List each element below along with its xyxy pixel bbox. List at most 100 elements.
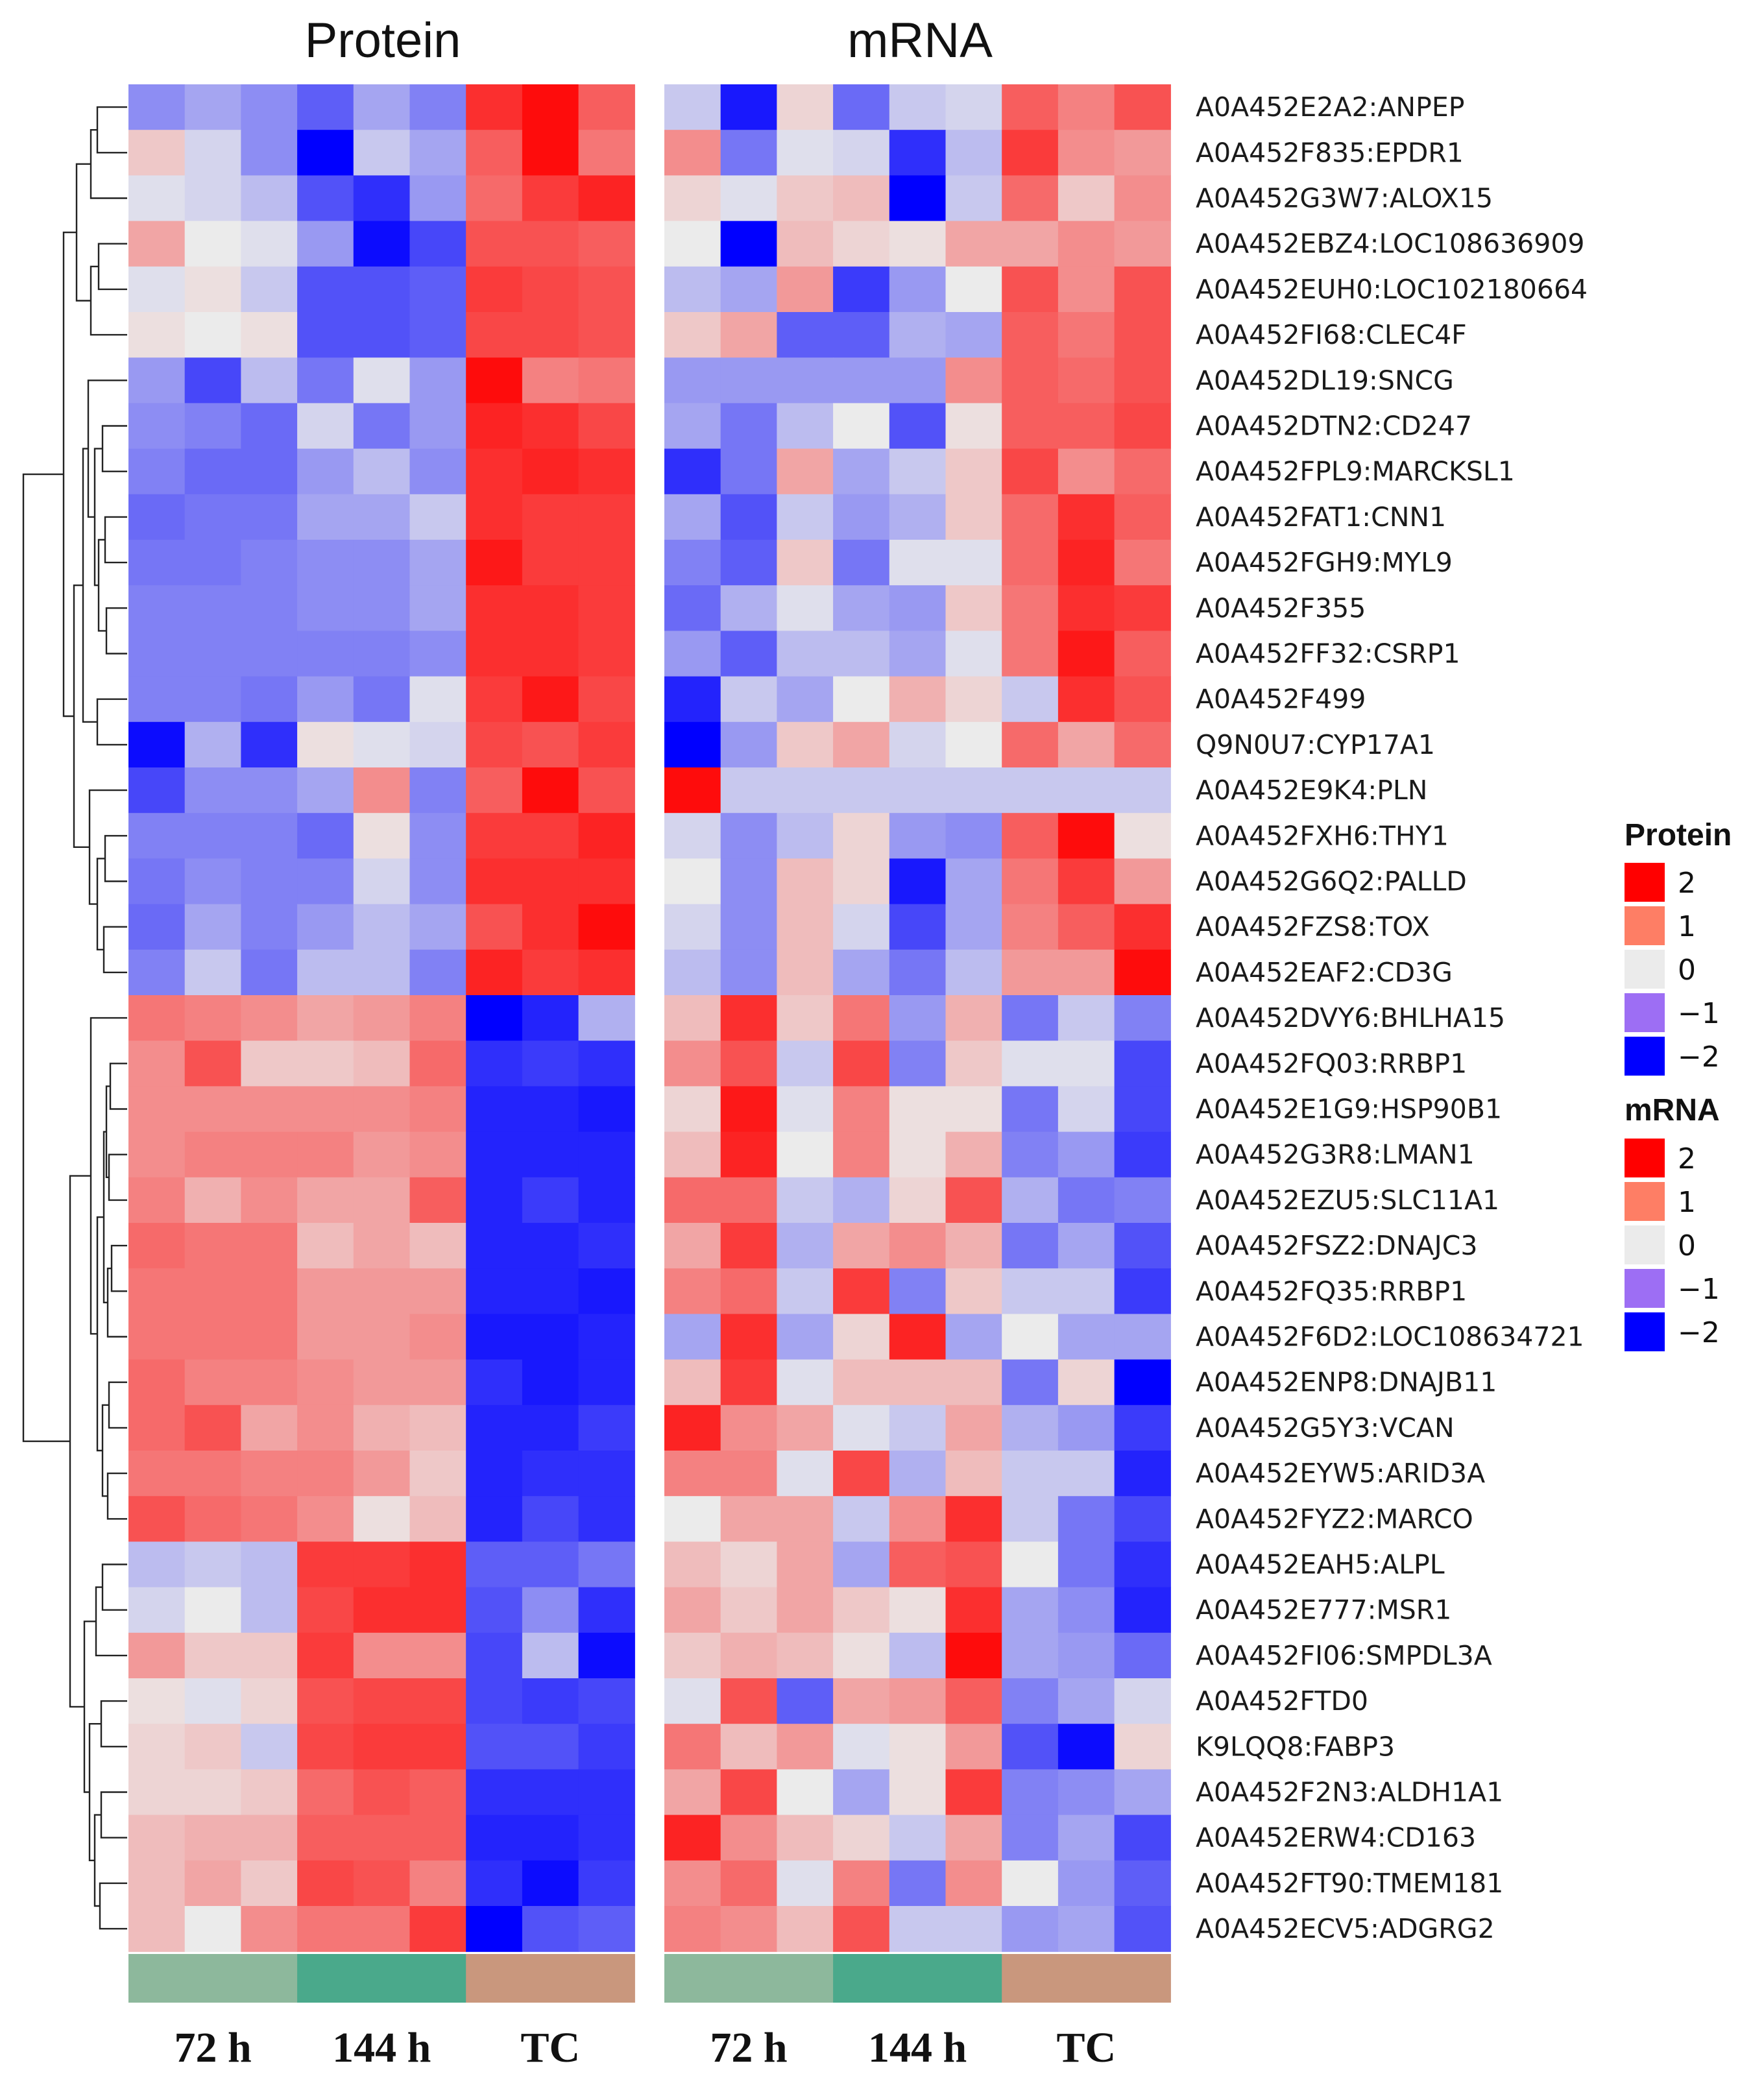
- mrna-cell: [1057, 540, 1115, 586]
- mrna-cell: [1114, 949, 1171, 996]
- protein-cell: [409, 494, 466, 540]
- protein-cell: [241, 448, 298, 495]
- protein-cell: [297, 1131, 354, 1178]
- row-label: A0A452G3R8:LMAN1: [1196, 1139, 1475, 1170]
- mrna-cell: [833, 1177, 890, 1224]
- protein-cell: [522, 1359, 579, 1406]
- protein-cell: [522, 1131, 579, 1178]
- protein-cell: [128, 631, 186, 677]
- mrna-cell: [889, 1223, 947, 1269]
- mrna-cell: [1114, 1041, 1171, 1087]
- mrna-cell: [777, 1314, 834, 1360]
- protein-cell: [466, 1405, 523, 1451]
- mrna-cell: [1002, 1268, 1059, 1314]
- mrna-cell: [664, 494, 721, 540]
- mrna-cell: [833, 1724, 890, 1770]
- protein-cell: [297, 1314, 354, 1360]
- mrna-cell: [1057, 1041, 1115, 1087]
- mrna-cell: [1002, 1815, 1059, 1861]
- mrna-cell: [664, 767, 721, 814]
- mrna-cell: [664, 1314, 721, 1360]
- protein-cell: [353, 1678, 411, 1724]
- mrna-cell: [664, 130, 721, 176]
- mrna-cell: [777, 904, 834, 950]
- group-bar: [664, 1954, 834, 2003]
- protein-cell: [578, 721, 635, 768]
- protein-cell: [128, 1906, 186, 1952]
- mrna-cell: [1057, 1906, 1115, 1952]
- dendrogram-branch: [109, 1063, 127, 1110]
- row-label: A0A452F6D2:LOC108634721: [1196, 1321, 1584, 1353]
- mrna-cell: [1057, 221, 1115, 267]
- mrna-cell: [1114, 585, 1171, 631]
- protein-cell: [578, 1587, 635, 1634]
- protein-cell: [128, 1451, 186, 1497]
- mrna-cell: [1002, 175, 1059, 222]
- protein-cell: [297, 448, 354, 495]
- mrna-cell: [833, 1314, 890, 1360]
- protein-cell: [184, 813, 241, 859]
- protein-cell: [241, 1451, 298, 1497]
- protein-cell: [466, 858, 523, 905]
- mrna-cell: [720, 1906, 777, 1952]
- protein-cell: [353, 631, 411, 677]
- mrna-cell: [889, 540, 947, 586]
- mrna-cell: [720, 266, 777, 313]
- protein-cell: [522, 1541, 579, 1588]
- protein-cell: [353, 175, 411, 222]
- mrna-cell: [664, 1815, 721, 1861]
- mrna-cell: [1057, 84, 1115, 130]
- mrna-cell: [1057, 1177, 1115, 1224]
- protein-cell: [578, 858, 635, 905]
- mrna-cell: [889, 767, 947, 814]
- protein-cell: [184, 130, 241, 176]
- protein-cell: [297, 904, 354, 950]
- mrna-cell: [777, 858, 834, 905]
- protein-cell: [409, 312, 466, 358]
- mrna-cell: [833, 312, 890, 358]
- legend-swatch: [1625, 1312, 1665, 1351]
- row-label: A0A452DTN2:CD247: [1196, 411, 1472, 442]
- protein-cell: [241, 904, 298, 950]
- protein-cell: [128, 949, 186, 996]
- mrna-cell: [945, 1587, 1002, 1634]
- protein-cell: [184, 403, 241, 450]
- protein-cell: [353, 813, 411, 859]
- protein-cell: [297, 995, 354, 1041]
- protein-cell: [522, 949, 579, 996]
- mrna-cell: [1002, 1541, 1059, 1588]
- mrna-cell: [1114, 1632, 1171, 1679]
- protein-cell: [466, 175, 523, 222]
- group-bar: [1002, 1954, 1171, 2003]
- mrna-cell: [1057, 1587, 1115, 1634]
- mrna-cell: [945, 1223, 1002, 1269]
- protein-cell: [241, 540, 298, 586]
- dendrogram-branch: [104, 835, 127, 882]
- protein-cell: [578, 403, 635, 450]
- protein-cell: [409, 813, 466, 859]
- mrna-cell: [1114, 175, 1171, 222]
- dendrogram-branch: [69, 1175, 91, 1708]
- protein-cell: [184, 1541, 241, 1588]
- mrna-cell: [945, 1769, 1002, 1816]
- mrna-cell: [664, 1359, 721, 1406]
- mrna-cell: [664, 995, 721, 1041]
- mrna-cell: [720, 357, 777, 404]
- dendrogram-branch: [90, 265, 127, 336]
- mrna-cell: [833, 1041, 890, 1087]
- protein-cell: [578, 813, 635, 859]
- protein-cell: [241, 631, 298, 677]
- protein-cell: [409, 1041, 466, 1087]
- mrna-cell: [777, 403, 834, 450]
- mrna-cell: [889, 1587, 947, 1634]
- row-label: K9LQQ8:FABP3: [1196, 1731, 1395, 1762]
- protein-cell: [184, 357, 241, 404]
- protein-cell: [578, 1769, 635, 1816]
- protein-cell: [297, 357, 354, 404]
- protein-cell: [409, 585, 466, 631]
- protein-cell: [409, 1541, 466, 1588]
- protein-cell: [466, 1268, 523, 1314]
- protein-cell: [353, 995, 411, 1041]
- protein-cell: [297, 1906, 354, 1952]
- protein-cell: [128, 540, 186, 586]
